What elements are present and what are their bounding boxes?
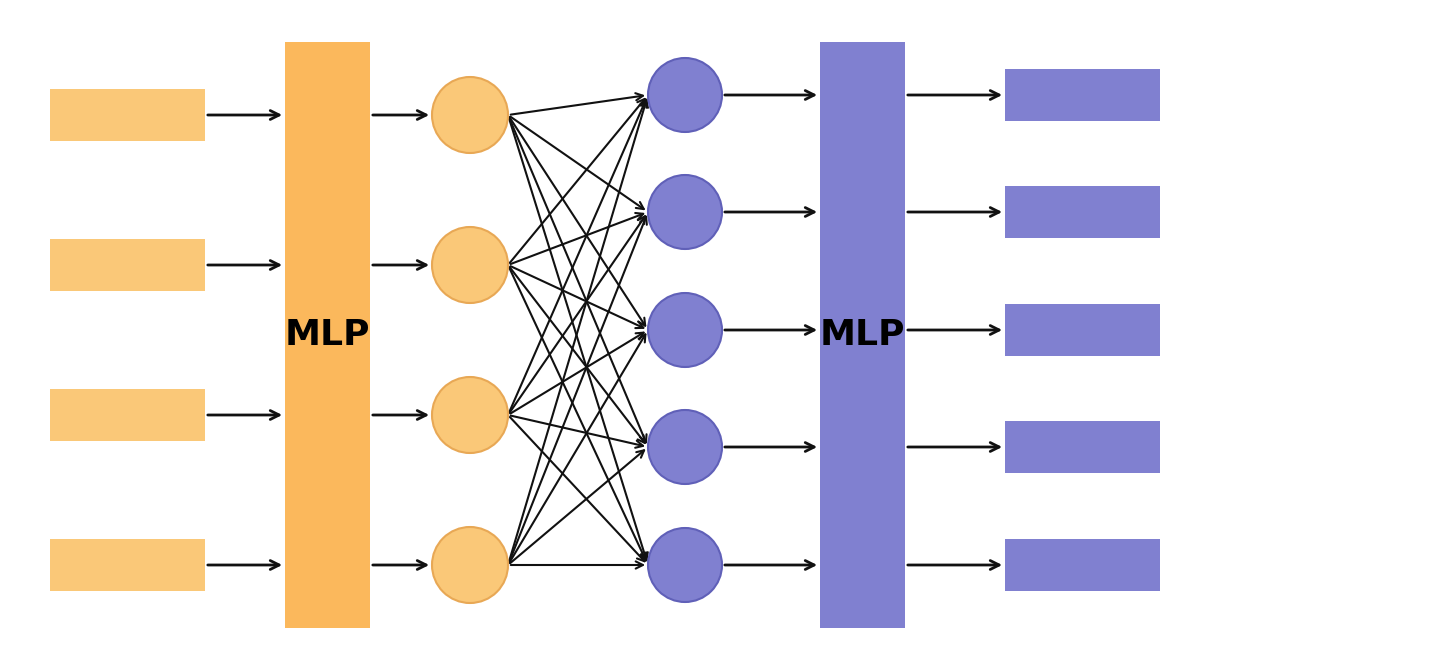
FancyBboxPatch shape [1005,186,1160,238]
FancyBboxPatch shape [1005,421,1160,473]
FancyBboxPatch shape [285,42,370,628]
Circle shape [648,58,722,132]
FancyBboxPatch shape [50,389,204,441]
Circle shape [432,377,508,453]
Text: MLP: MLP [819,318,905,352]
FancyBboxPatch shape [50,89,204,141]
Circle shape [432,527,508,603]
Circle shape [648,528,722,602]
Circle shape [432,77,508,153]
FancyBboxPatch shape [1005,69,1160,121]
Circle shape [648,293,722,367]
Text: MLP: MLP [285,318,370,352]
FancyBboxPatch shape [50,539,204,591]
FancyBboxPatch shape [50,239,204,291]
FancyBboxPatch shape [819,42,905,628]
FancyBboxPatch shape [1005,539,1160,591]
FancyBboxPatch shape [1005,304,1160,356]
Circle shape [648,175,722,249]
Circle shape [648,410,722,484]
Circle shape [432,227,508,303]
